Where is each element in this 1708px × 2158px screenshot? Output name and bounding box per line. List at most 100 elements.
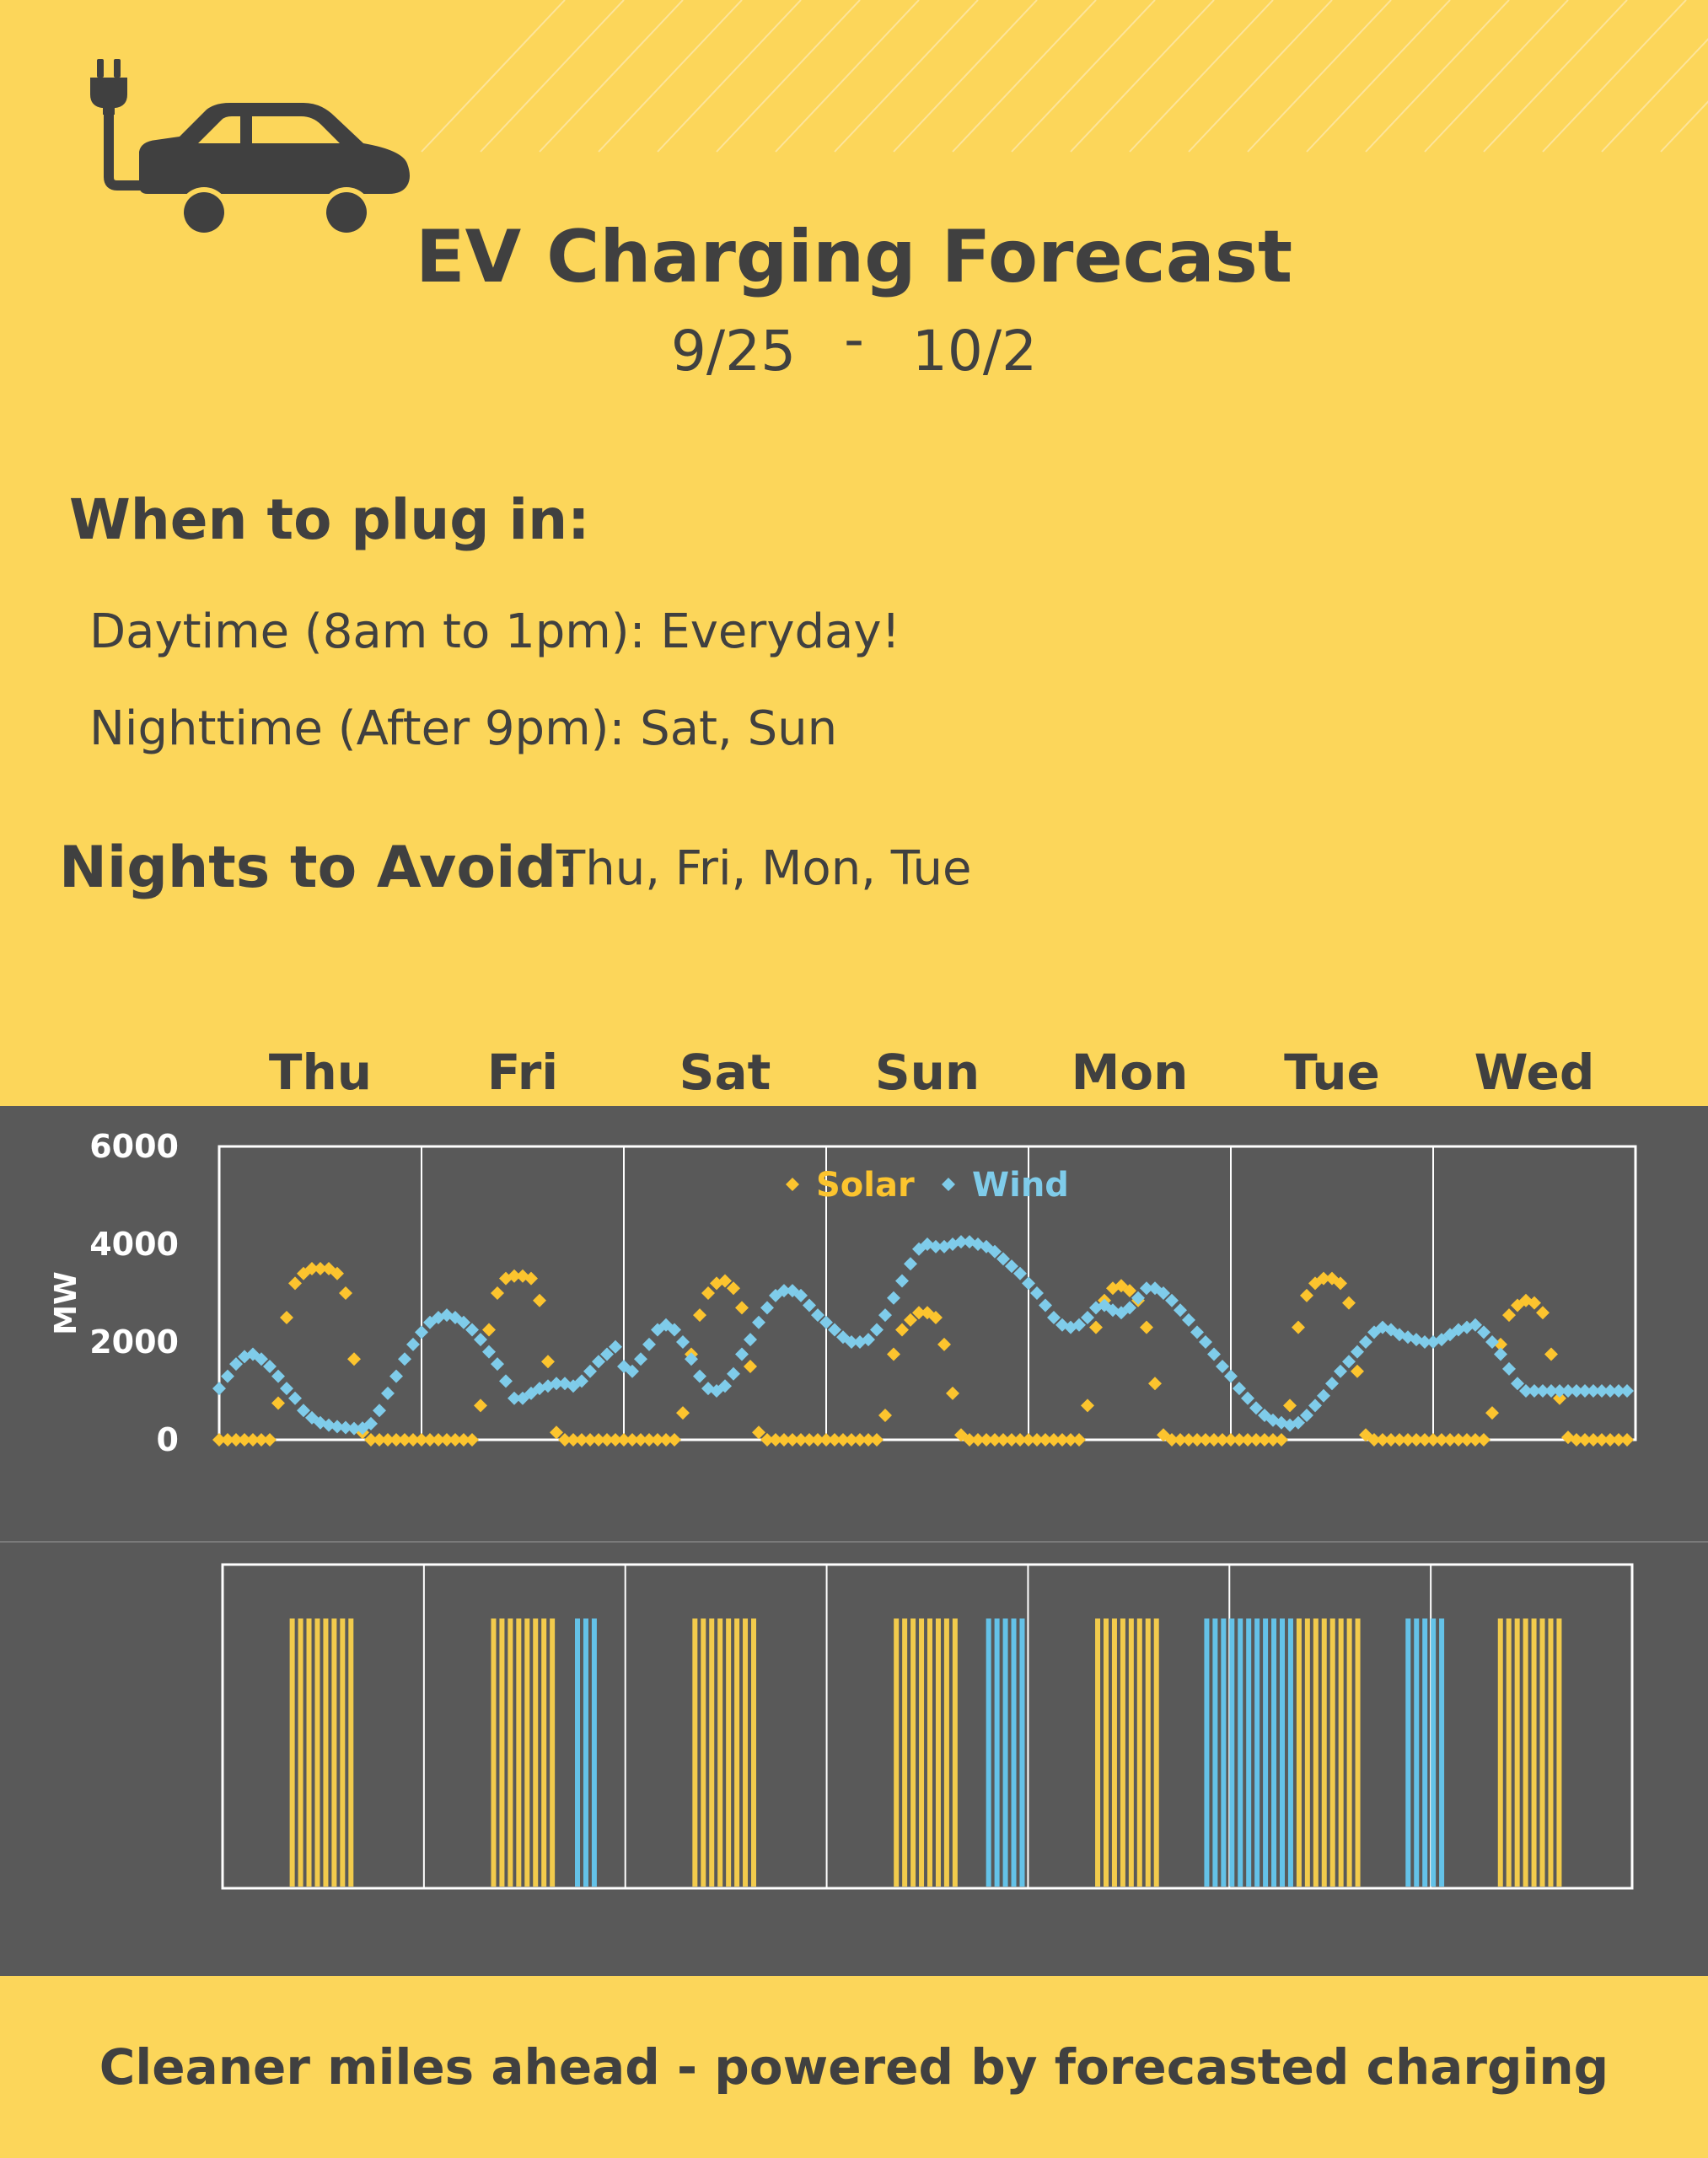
charge-window-bar [701,1618,706,1887]
charge-window-bar [1002,1618,1008,1887]
solar-point [946,1386,959,1400]
wind-point [634,1352,647,1366]
legend-label-wind: Wind [972,1166,1069,1205]
decorative-stripe [1365,0,1510,153]
decorative-stripe [1601,38,1708,153]
solar-point [373,1433,386,1447]
wind-point [1283,1418,1297,1432]
wind-point [1190,1325,1204,1339]
charge-window-bar [340,1618,346,1887]
wind-point [718,1379,732,1393]
charge-window-bar [331,1618,337,1887]
solar-point [642,1433,656,1447]
solar-point [1266,1433,1280,1447]
decorative-stripe [421,0,566,153]
wind-point [1393,1328,1406,1342]
solar-point [626,1433,639,1447]
solar-point [271,1396,285,1410]
solar-point [1039,1433,1052,1447]
wind-point [1157,1286,1170,1300]
solar-point [423,1433,437,1447]
charge-window-bar [1321,1618,1327,1887]
solar-point [1620,1433,1634,1447]
charge-window-bar [1246,1618,1252,1887]
solar-point [836,1433,850,1447]
wind-point [1536,1384,1550,1398]
charge-window-bar [524,1618,530,1887]
solar-point [1249,1433,1263,1447]
wind-point [735,1347,749,1361]
charge-window-bar [1439,1618,1445,1887]
solar-point [1224,1433,1238,1447]
wind-point [1292,1415,1305,1430]
wind-point [803,1298,816,1313]
charging-windows-chart [221,1563,1634,1890]
wind-point [1578,1384,1592,1398]
solar-point [1544,1347,1558,1361]
wind-point [862,1333,875,1347]
wind-point [398,1352,411,1366]
charge-window-bar [1304,1618,1310,1887]
wind-point [567,1379,580,1393]
solar-point [1469,1433,1482,1447]
charge-window-bar [910,1618,916,1887]
wind-point [1519,1384,1533,1398]
wind-point [1182,1313,1195,1327]
solar-point [1426,1433,1440,1447]
solar-point [1384,1433,1398,1447]
wind-point [1544,1384,1558,1398]
wind-point [752,1315,765,1329]
wind-point [609,1339,622,1354]
daytime-value: Everyday! [660,604,900,659]
wind-point [550,1377,563,1391]
solar-point [508,1269,521,1283]
charge-window-bar [1095,1618,1101,1887]
wind-point [1266,1413,1280,1427]
solar-point [1072,1433,1086,1447]
wind-point [491,1357,504,1372]
solar-point [330,1266,344,1280]
wind-point [828,1323,841,1337]
wind-point [954,1235,968,1249]
solar-point [406,1433,420,1447]
decorative-stripes [421,0,1708,153]
wind-point [1485,1335,1499,1349]
decorative-stripe [1247,0,1392,153]
solar-point [474,1398,487,1413]
wind-point [845,1335,858,1349]
decorative-stripe [1129,0,1274,153]
wind-point [1216,1360,1229,1373]
wind-point [1114,1306,1128,1320]
wind-point [271,1369,285,1383]
solar-point [777,1433,791,1447]
solar-point [1536,1306,1550,1320]
solar-point [1578,1433,1592,1447]
solar-point [583,1433,597,1447]
solar-point [389,1433,403,1447]
wind-point [1174,1303,1187,1318]
legend-label-solar: Solar [816,1166,915,1205]
wind-point [1317,1388,1330,1403]
charging-frame [221,1563,1634,1890]
wind-point [929,1239,943,1253]
decorative-stripe [1188,0,1333,153]
charge-window-bar [1212,1618,1218,1887]
wind-point [1325,1377,1339,1391]
wind-point [887,1291,900,1305]
charge-window-bar [314,1618,320,1887]
wind-point [1022,1276,1035,1291]
charge-window-bar [952,1618,958,1887]
wind-point [1612,1384,1625,1398]
solar-point [1334,1276,1347,1291]
wind-point [516,1391,529,1405]
solar-point [1055,1433,1069,1447]
charge-window-bar [692,1618,698,1887]
charge-window-bar [927,1618,932,1887]
wind-point [1207,1347,1221,1361]
charge-window-bar [726,1618,732,1887]
solar-point [491,1286,504,1300]
wind-point [381,1386,395,1400]
solar-point [440,1433,454,1447]
wind-point [499,1374,513,1388]
decorative-stripe [598,0,743,153]
